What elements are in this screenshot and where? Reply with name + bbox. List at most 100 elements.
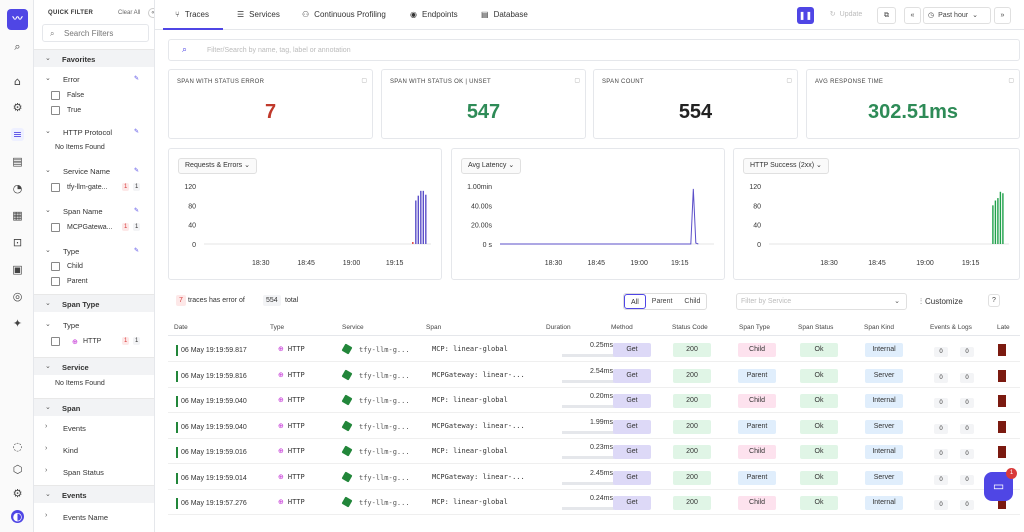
tab-services[interactable]: ☰ Services — [237, 10, 280, 19]
column-events-logs[interactable]: Events & Logs — [930, 324, 972, 331]
type-option-http[interactable]: ⊕ HTTP 1 1 — [34, 335, 154, 348]
chart-metric-select[interactable]: Requests & Errors ⌄ — [178, 158, 258, 174]
filter-error[interactable]: ⌄ Error ✎ — [34, 71, 154, 85]
pin-icon[interactable]: ✎ — [134, 248, 140, 254]
section-favorites[interactable]: ⌄ Favorites — [34, 49, 154, 67]
type-option-parent[interactable]: Parent — [34, 275, 154, 288]
collapse-panel-button[interactable]: « — [148, 8, 154, 18]
filter-service-name[interactable]: ⌄ Service Name ✎ — [34, 163, 154, 177]
time-range-select[interactable]: ◷ Past hour ⌄ — [923, 7, 991, 24]
logs-icon[interactable]: ▤ — [12, 155, 23, 168]
toggle-all[interactable]: All — [624, 294, 646, 309]
column-span-status[interactable]: Span Status — [798, 324, 834, 331]
customize-button[interactable]: ⫶ Customize — [920, 297, 963, 307]
box-icon[interactable]: ⬡ — [12, 463, 23, 476]
service-name-option[interactable]: tfy-llm-gate... 1 1 — [34, 181, 154, 194]
span-kind-badge: Internal — [865, 394, 903, 408]
update-button[interactable]: ↻ Update — [822, 7, 870, 24]
alerts-icon[interactable]: ◔ — [12, 182, 23, 195]
target-icon[interactable]: ◎ — [12, 290, 23, 303]
filter-kind[interactable]: › Kind — [34, 442, 154, 456]
error-option-false[interactable]: False — [34, 89, 154, 102]
toggle-parent[interactable]: Parent — [651, 298, 673, 305]
table-row[interactable]: 06 May 19:19:59.016 ⊕ HTTP tfy-llm-g... MCP:… — [168, 439, 1020, 464]
help-button[interactable]: ? — [988, 294, 1000, 307]
pause-button[interactable]: ❚❚ — [797, 7, 814, 24]
type-option-child[interactable]: Child — [34, 260, 154, 273]
table-row[interactable]: 06 May 19:19:59.816 ⊕ HTTP tfy-llm-g... MCPG… — [168, 363, 1020, 388]
pin-icon[interactable]: ✎ — [134, 76, 140, 82]
filter-type-2[interactable]: ⌄ Type — [34, 317, 154, 331]
services-icon[interactable]: ⚙ — [12, 101, 23, 114]
column-latency[interactable]: Late — [997, 324, 1010, 331]
clear-all-link[interactable]: Clear All — [118, 10, 141, 16]
checkbox[interactable] — [51, 262, 60, 271]
support-icon[interactable]: ◌ — [12, 440, 23, 453]
checkbox[interactable] — [51, 223, 60, 232]
table-row[interactable]: 06 May 19:19:59.817 ⊕ HTTP tfy-llm-g... MCP:… — [168, 337, 1020, 362]
traces-icon[interactable]: ≡ — [11, 128, 24, 141]
column-type[interactable]: Type — [270, 324, 285, 331]
copy-button[interactable]: ⧉ — [877, 7, 896, 24]
column-duration[interactable]: Duration — [546, 324, 571, 331]
next-range-button[interactable]: » — [994, 7, 1011, 24]
tab-endpoints[interactable]: ◉ Endpoints — [410, 10, 458, 19]
column-span-type[interactable]: Span Type — [739, 324, 770, 331]
checkbox[interactable] — [51, 277, 60, 286]
dashboards-icon[interactable]: ▦ — [12, 209, 23, 222]
chart-metric-select[interactable]: Avg Latency ⌄ — [461, 158, 522, 174]
trace-search-input[interactable]: ⌕ Filter/Search by name, tag, label or a… — [168, 39, 1020, 61]
filter-type[interactable]: ⌄ Type ✎ — [34, 243, 154, 257]
tab-database[interactable]: ▤ Database — [481, 10, 528, 19]
column-date[interactable]: Date — [174, 324, 188, 331]
pin-icon[interactable]: ✎ — [134, 208, 140, 214]
search-icon[interactable]: ⌕ — [14, 40, 21, 53]
filter-search-input[interactable]: ⌕ Search Filters — [42, 24, 149, 42]
column-span-kind[interactable]: Span Kind — [864, 324, 894, 331]
section-span[interactable]: ⌄ Span — [34, 398, 154, 416]
section-events[interactable]: ⌄ Events — [34, 485, 154, 503]
pin-icon[interactable]: ✎ — [134, 168, 140, 174]
previous-range-button[interactable]: « — [904, 7, 921, 24]
filter-http-protocol[interactable]: ⌄ HTTP Protocol ✎ — [34, 124, 154, 138]
error-option-true[interactable]: True — [34, 104, 154, 117]
checkbox[interactable] — [51, 337, 60, 346]
info-icon[interactable]: ▢ — [574, 78, 580, 84]
filter-span-status[interactable]: › Span Status — [34, 464, 154, 478]
metrics-icon[interactable]: ▣ — [12, 263, 23, 276]
robot-icon[interactable]: ⊡ — [12, 236, 23, 249]
error-bar — [412, 242, 414, 244]
section-service[interactable]: ⌄ Service — [34, 357, 154, 375]
chat-button[interactable]: ▭ 1 — [984, 468, 1017, 501]
section-span-type[interactable]: ⌄ Span Type — [34, 294, 154, 312]
info-icon[interactable]: ▢ — [1008, 78, 1014, 84]
service-filter-select[interactable]: Filter by Service ⌄ — [736, 293, 907, 310]
avatar[interactable]: ◐ — [11, 510, 24, 523]
tab-continuous-profiling[interactable]: ⚇ Continuous Profiling — [302, 10, 386, 19]
home-icon[interactable]: ⌂ — [14, 75, 21, 88]
filter-events-name[interactable]: › Events Name — [34, 509, 154, 523]
info-icon[interactable]: ▢ — [786, 78, 792, 84]
app-logo-icon[interactable]: 〰 — [7, 9, 28, 30]
table-row[interactable]: 06 May 19:19:59.014 ⊕ HTTP tfy-llm-g... MCPG… — [168, 465, 1020, 490]
column-status-code[interactable]: Status Code — [672, 324, 708, 331]
table-row[interactable]: 06 May 19:19:59.040 ⊕ HTTP tfy-llm-g... MCP:… — [168, 388, 1020, 413]
table-row[interactable]: 06 May 19:19:57.276 ⊕ HTTP tfy-llm-g... MCP:… — [168, 490, 1020, 515]
checkbox[interactable] — [51, 106, 60, 115]
column-span[interactable]: Span — [426, 324, 442, 331]
toggle-child[interactable]: Child — [684, 298, 701, 305]
chart-metric-select[interactable]: HTTP Success (2xx) ⌄ — [743, 158, 829, 174]
table-row[interactable]: 06 May 19:19:59.040 ⊕ HTTP tfy-llm-g... MCPG… — [168, 414, 1020, 439]
pin-icon[interactable]: ✎ — [134, 129, 140, 135]
filter-span-name[interactable]: ⌄ Span Name ✎ — [34, 203, 154, 217]
span-name-option[interactable]: MCPGatewa... 1 1 — [34, 221, 154, 234]
info-icon[interactable]: ▢ — [361, 78, 367, 84]
checkbox[interactable] — [51, 91, 60, 100]
column-method[interactable]: Method — [611, 324, 633, 331]
sparkle-icon[interactable]: ✦ — [12, 317, 23, 330]
settings-icon[interactable]: ⚙ — [12, 487, 23, 500]
checkbox[interactable] — [51, 183, 60, 192]
column-service[interactable]: Service — [342, 324, 364, 331]
tab-traces[interactable]: ⑂ Traces — [175, 10, 209, 19]
filter-events[interactable]: › Events — [34, 420, 154, 434]
